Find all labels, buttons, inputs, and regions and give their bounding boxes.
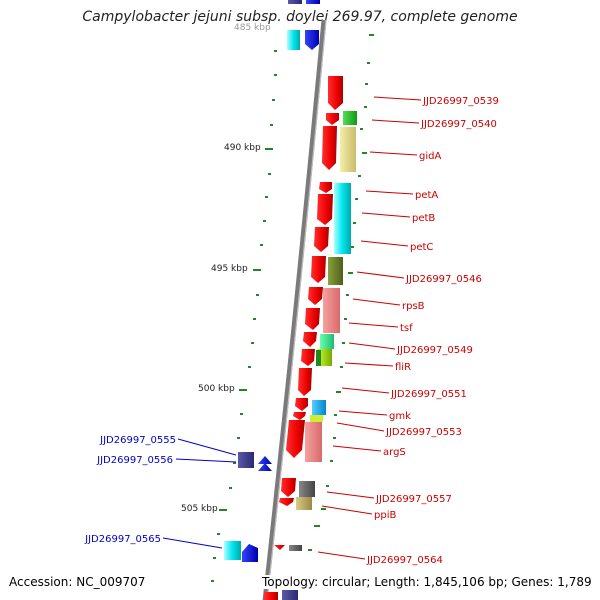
gene-label: JJD26997_0557 [375,494,452,505]
gene-label: petA [415,190,438,201]
gene-label: gidA [419,151,441,162]
reverse-genes [224,452,272,562]
genome-backbone [262,19,327,600]
accession-text: Accession: NC_009707 [9,575,146,589]
left-leaders [162,438,237,549]
gene-label: JJD26997_0553 [385,427,462,438]
gene-label: gmk [389,411,411,422]
gene-label: ppiB [374,510,396,521]
gene-label: JJD26997_0556 [96,455,173,466]
inner-ruler [211,50,277,582]
gene-label: petC [410,242,433,253]
map-title: Campylobacter jejuni subsp. doylei 269.9… [82,9,518,25]
gene-label: JJD26997_0565 [84,534,161,545]
gene-label: JJD26997_0546 [405,274,482,285]
outer-ruler [308,34,374,551]
left-gene-labels: JJD26997_0555 JJD26997_0556 JJD26997_056… [84,435,176,545]
gene-label: tsf [400,323,413,334]
scale-labels: 485 kbp 490 kbp 495 kbp 500 kbp 505 kbp [181,23,271,514]
category-features [282,111,357,600]
gene-label: fliR [395,362,411,373]
gene-label: JJD26997_0539 [422,96,499,107]
right-gene-labels: JJD26997_0539 JJD26997_0540 gidA petA pe… [366,96,499,566]
gene-label: JJD26997_0540 [420,119,497,130]
scale-label: 505 kbp [181,504,218,514]
scale-label: 495 kbp [211,264,248,274]
gene-label: JJD26997_0549 [396,345,473,356]
gene-label: JJD26997_0555 [99,435,176,446]
gene-label: JJD26997_0564 [366,555,443,566]
scale-label: 500 kbp [198,384,235,394]
forward-genes [264,76,343,600]
top-features [287,0,320,50]
gene-label: argS [383,447,406,458]
scale-label: 485 kbp [234,23,271,33]
scale-label: 490 kbp [224,143,261,153]
gene-label: JJD26997_0551 [390,389,467,400]
right-leaders [317,96,422,560]
gene-label: petB [412,213,435,224]
gene-label: rpsB [402,301,425,312]
topology-text: Topology: circular; Length: 1,845,106 bp… [260,575,594,589]
